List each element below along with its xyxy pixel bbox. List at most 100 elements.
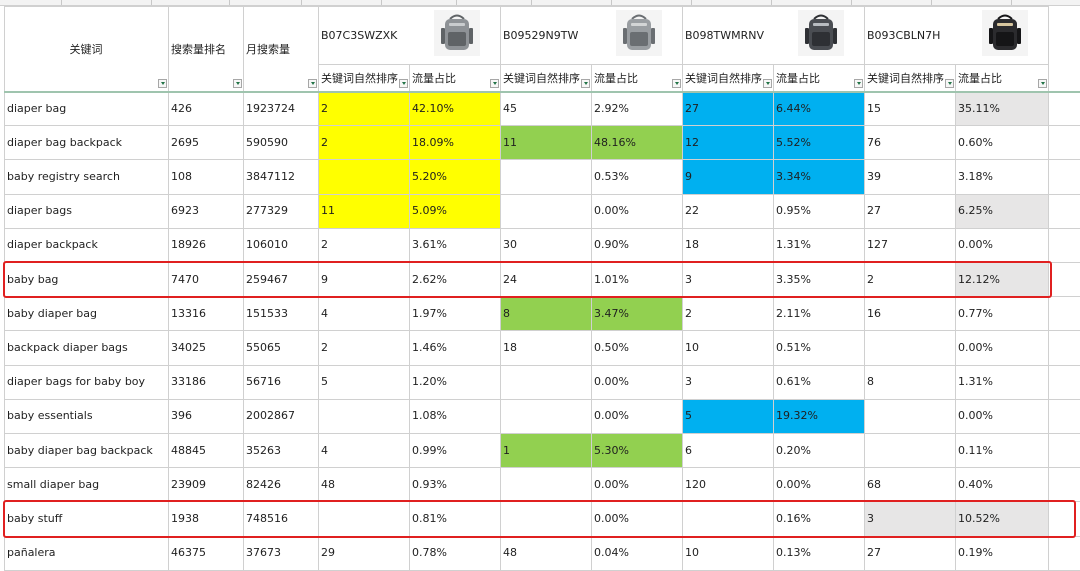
- table-cell[interactable]: 0.51%: [776, 340, 811, 354]
- table-cell[interactable]: 2695: [171, 135, 199, 149]
- table-cell[interactable]: 48: [321, 477, 335, 491]
- table-cell[interactable]: [500, 365, 591, 399]
- table-cell[interactable]: 151533: [246, 306, 288, 320]
- table-cell[interactable]: baby stuff: [7, 511, 63, 525]
- table-cell[interactable]: 18: [503, 340, 517, 354]
- table-cell[interactable]: 426: [171, 101, 192, 115]
- table-cell[interactable]: 1.31%: [776, 238, 811, 252]
- table-cell[interactable]: 48: [503, 546, 517, 560]
- filter-dropdown-button[interactable]: [945, 79, 954, 88]
- table-cell[interactable]: 5.30%: [591, 433, 682, 468]
- table-cell[interactable]: 5.20%: [409, 159, 500, 194]
- table-cell[interactable]: 7470: [171, 272, 199, 286]
- header-natural-rank[interactable]: 关键词自然排序: [685, 71, 762, 85]
- table-cell[interactable]: 2: [321, 340, 328, 354]
- table-cell[interactable]: 6.44%: [773, 91, 864, 126]
- table-cell[interactable]: 16: [867, 306, 881, 320]
- table-cell[interactable]: 6.25%: [955, 193, 1048, 228]
- table-cell[interactable]: 0.00%: [958, 340, 993, 354]
- table-cell[interactable]: 10: [685, 546, 699, 560]
- table-cell[interactable]: 45: [503, 101, 517, 115]
- table-cell[interactable]: 3847112: [246, 169, 295, 183]
- table-cell[interactable]: 1: [500, 433, 591, 468]
- table-cell[interactable]: 0.61%: [776, 375, 811, 389]
- table-cell[interactable]: 0.90%: [594, 238, 629, 252]
- table-cell[interactable]: [500, 501, 591, 535]
- table-cell[interactable]: 2002867: [246, 409, 295, 423]
- table-cell[interactable]: diaper bags for baby boy: [7, 375, 146, 389]
- table-cell[interactable]: 2: [685, 306, 692, 320]
- table-cell[interactable]: 12: [682, 125, 773, 160]
- table-cell[interactable]: 0.04%: [594, 546, 629, 560]
- table-cell[interactable]: 0.11%: [958, 443, 993, 457]
- table-cell[interactable]: 1.08%: [412, 409, 447, 423]
- table-cell[interactable]: 748516: [246, 511, 288, 525]
- table-cell[interactable]: [318, 159, 409, 194]
- table-cell[interactable]: 3.61%: [412, 238, 447, 252]
- table-cell[interactable]: 0.00%: [594, 375, 629, 389]
- table-cell[interactable]: 0.95%: [776, 204, 811, 218]
- table-cell[interactable]: 30: [503, 238, 517, 252]
- table-cell[interactable]: 56716: [246, 375, 281, 389]
- filter-dropdown-button[interactable]: [1038, 79, 1047, 88]
- table-cell[interactable]: 9: [321, 272, 328, 286]
- table-cell[interactable]: 2.92%: [594, 101, 629, 115]
- table-cell[interactable]: 259467: [246, 272, 288, 286]
- table-cell[interactable]: 24: [503, 272, 517, 286]
- table-cell[interactable]: 13316: [171, 306, 206, 320]
- table-cell[interactable]: 35.11%: [955, 91, 1048, 126]
- table-cell[interactable]: [500, 194, 591, 228]
- table-cell[interactable]: 48.16%: [591, 125, 682, 160]
- table-cell[interactable]: 23909: [171, 477, 206, 491]
- table-cell[interactable]: 0.93%: [412, 477, 447, 491]
- table-cell[interactable]: pañalera: [7, 546, 56, 560]
- table-cell[interactable]: 68: [867, 477, 881, 491]
- table-cell[interactable]: 1.31%: [958, 375, 993, 389]
- table-cell[interactable]: 0.00%: [594, 511, 629, 525]
- table-cell[interactable]: 10: [685, 340, 699, 354]
- table-cell[interactable]: [864, 330, 955, 364]
- header-keyword[interactable]: 关键词: [69, 42, 103, 56]
- table-cell[interactable]: 120: [685, 477, 706, 491]
- table-cell[interactable]: 6: [685, 443, 692, 457]
- table-cell[interactable]: 5.52%: [773, 125, 864, 160]
- table-cell[interactable]: 33186: [171, 375, 206, 389]
- table-cell[interactable]: 55065: [246, 340, 281, 354]
- table-cell[interactable]: 0.00%: [776, 477, 811, 491]
- table-cell[interactable]: 0.40%: [958, 477, 993, 491]
- filter-dropdown-button[interactable]: [308, 79, 317, 88]
- table-cell[interactable]: 0.00%: [594, 409, 629, 423]
- filter-dropdown-button[interactable]: [233, 79, 242, 88]
- filter-dropdown-button[interactable]: [490, 79, 499, 88]
- table-cell[interactable]: 0.00%: [594, 477, 629, 491]
- table-cell[interactable]: 4: [321, 443, 328, 457]
- header-natural-rank[interactable]: 关键词自然排序: [503, 71, 580, 85]
- table-cell[interactable]: 5: [682, 398, 773, 433]
- header-search-rank[interactable]: 搜索量排名: [171, 42, 226, 56]
- table-cell[interactable]: small diaper bag: [7, 477, 100, 491]
- table-cell[interactable]: 2: [321, 238, 328, 252]
- table-cell[interactable]: 0.50%: [594, 340, 629, 354]
- table-cell[interactable]: 37673: [246, 546, 281, 560]
- table-cell[interactable]: diaper bag: [7, 101, 67, 115]
- table-cell[interactable]: 3.34%: [773, 159, 864, 194]
- header-traffic-share[interactable]: 流量占比: [594, 71, 638, 85]
- table-cell[interactable]: 127: [867, 238, 888, 252]
- header-natural-rank[interactable]: 关键词自然排序: [867, 71, 944, 85]
- table-cell[interactable]: 34025: [171, 340, 206, 354]
- table-cell[interactable]: 1.01%: [594, 272, 629, 286]
- header-asin-b07c3swzxk[interactable]: B07C3SWZXK: [321, 28, 398, 42]
- table-cell[interactable]: 8: [867, 375, 874, 389]
- filter-dropdown-button[interactable]: [854, 79, 863, 88]
- table-cell[interactable]: 27: [867, 204, 881, 218]
- header-asin-b09529n9tw[interactable]: B09529N9TW: [503, 28, 579, 42]
- table-cell[interactable]: 1938: [171, 511, 199, 525]
- table-cell[interactable]: 0.81%: [412, 511, 447, 525]
- table-cell[interactable]: [500, 159, 591, 193]
- table-cell[interactable]: 10.52%: [955, 501, 1048, 536]
- table-cell[interactable]: 11: [500, 125, 591, 160]
- table-cell[interactable]: 0.78%: [412, 546, 447, 560]
- table-cell[interactable]: 6923: [171, 204, 199, 218]
- header-traffic-share[interactable]: 流量占比: [958, 71, 1002, 85]
- table-cell[interactable]: 27: [682, 91, 773, 126]
